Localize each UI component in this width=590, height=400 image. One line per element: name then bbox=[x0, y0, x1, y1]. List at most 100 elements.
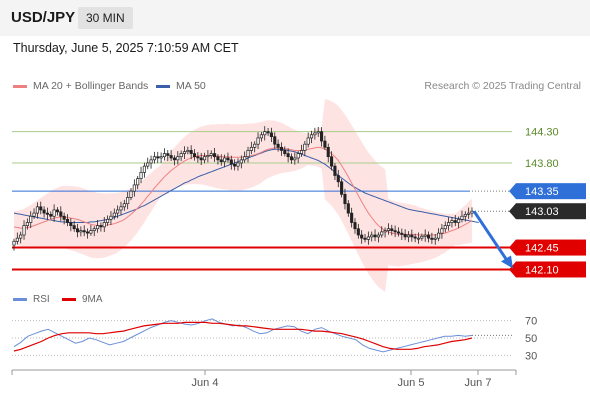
level-tag-pointer-142.45 bbox=[509, 239, 516, 256]
candle-body bbox=[122, 203, 126, 208]
candle-body bbox=[396, 231, 401, 234]
candle-body bbox=[403, 234, 407, 238]
level-label-142.45: 142.45 bbox=[525, 243, 559, 255]
candle-body bbox=[406, 234, 411, 238]
candle-body bbox=[206, 155, 210, 158]
level-label-142.10: 142.10 bbox=[525, 264, 559, 276]
candle-body bbox=[119, 206, 123, 211]
candle-body bbox=[259, 134, 263, 139]
candle-body bbox=[32, 212, 36, 217]
rsi-series-rsi bbox=[13, 318, 473, 353]
candle-body bbox=[85, 231, 90, 234]
candle-body bbox=[82, 230, 86, 233]
candle-body bbox=[269, 132, 273, 138]
ma50-label: MA 50 bbox=[176, 80, 206, 92]
ma20-label: MA 20 + Bollinger Bands bbox=[33, 80, 149, 92]
rsi-ma-swatch bbox=[62, 298, 76, 301]
candle-body bbox=[286, 153, 290, 158]
ma20-line bbox=[13, 146, 473, 236]
level-tag-pointer-143.03 bbox=[509, 203, 516, 220]
interval-badge[interactable]: 30 MIN bbox=[78, 7, 133, 29]
candle-body bbox=[29, 215, 33, 223]
x-tick-label-1: Jun 5 bbox=[398, 377, 425, 389]
x-tick-label-0: Jun 4 bbox=[192, 377, 219, 389]
candle-body bbox=[463, 213, 467, 217]
candle-body bbox=[15, 237, 19, 242]
candle-body bbox=[166, 153, 170, 156]
rsi-tick-50: 50 bbox=[525, 333, 537, 345]
candle-body bbox=[273, 136, 277, 145]
legend-ma50: MA 50 bbox=[156, 80, 206, 92]
candle-body bbox=[299, 150, 304, 154]
candle-body bbox=[25, 222, 29, 226]
candle-body bbox=[433, 237, 437, 240]
candle-body bbox=[146, 162, 150, 167]
candle-body bbox=[350, 212, 354, 223]
candle-body bbox=[320, 131, 324, 142]
candle-body bbox=[139, 172, 143, 179]
candle-body bbox=[330, 156, 334, 167]
candle-body bbox=[386, 228, 390, 231]
candle-body bbox=[293, 157, 297, 161]
candle-body bbox=[453, 220, 457, 223]
candle-body bbox=[136, 178, 140, 186]
legend-rsi: RSI bbox=[13, 294, 50, 305]
candle-body bbox=[116, 209, 120, 214]
candle-body bbox=[346, 203, 350, 214]
candle-body bbox=[79, 230, 83, 233]
candle-body bbox=[363, 237, 367, 240]
candle-body bbox=[450, 220, 454, 223]
candle-body bbox=[42, 209, 46, 214]
candle-body bbox=[213, 153, 217, 158]
candle-body bbox=[279, 146, 283, 151]
candle-body bbox=[316, 131, 320, 134]
candle-body bbox=[162, 153, 166, 158]
candle-body bbox=[99, 225, 103, 228]
level-tag-pointer-143.35 bbox=[509, 183, 516, 200]
candle-body bbox=[336, 175, 340, 183]
candle-body bbox=[283, 150, 287, 154]
level-label-144.30: 144.30 bbox=[525, 127, 559, 139]
rsi-series-9ma bbox=[13, 321, 473, 352]
legend-rsi-ma: 9MA bbox=[62, 294, 103, 305]
candle-body bbox=[326, 146, 330, 158]
candle-body bbox=[12, 240, 16, 246]
candle-body bbox=[203, 156, 207, 161]
candle-body bbox=[393, 230, 397, 233]
candle-body bbox=[179, 153, 183, 158]
candle-body bbox=[112, 212, 116, 217]
candle-body bbox=[52, 209, 56, 217]
candle-body bbox=[457, 219, 461, 223]
candle-body bbox=[72, 225, 76, 230]
candle-body bbox=[35, 206, 39, 214]
candle-body bbox=[186, 150, 190, 153]
candle-body bbox=[366, 236, 370, 240]
candle-body bbox=[467, 212, 471, 215]
candle-body bbox=[343, 193, 347, 205]
target-arrow-line bbox=[472, 210, 509, 262]
candle-body bbox=[176, 156, 180, 161]
candle-body bbox=[189, 150, 193, 154]
candle-body bbox=[239, 159, 243, 164]
candle-body bbox=[182, 151, 187, 154]
bollinger-band bbox=[14, 99, 472, 292]
candle-body bbox=[306, 137, 310, 145]
candle-body bbox=[199, 157, 203, 161]
candle-body bbox=[226, 157, 230, 161]
candle-body bbox=[106, 219, 110, 223]
candle-body bbox=[169, 155, 173, 159]
candle-body bbox=[109, 215, 113, 220]
level-tag-143.03 bbox=[516, 203, 586, 220]
candle-body bbox=[216, 156, 220, 161]
datetime-label: Thursday, June 5, 2025 7:10:59 AM CET bbox=[13, 41, 239, 55]
candle-body bbox=[440, 228, 444, 234]
candle-body bbox=[249, 146, 253, 151]
candle-body bbox=[460, 215, 464, 220]
candle-body bbox=[159, 156, 163, 159]
candle-body bbox=[370, 234, 374, 238]
candle-body bbox=[59, 211, 63, 217]
candle-body bbox=[233, 163, 237, 167]
candle-body bbox=[447, 222, 451, 226]
rsi-tick-70: 70 bbox=[525, 316, 537, 328]
